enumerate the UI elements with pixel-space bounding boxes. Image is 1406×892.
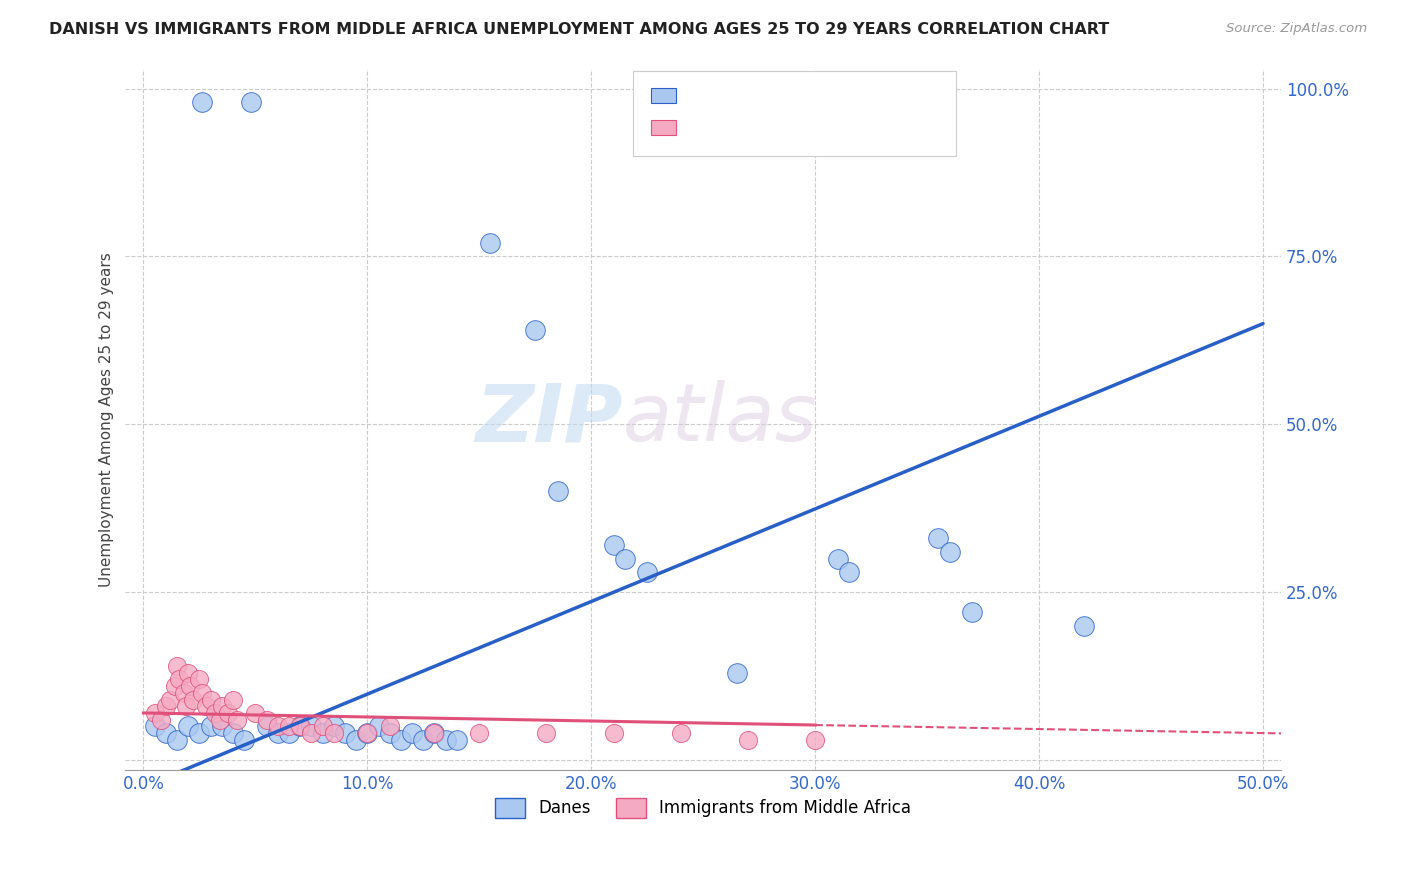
Point bbox=[311, 719, 333, 733]
Point bbox=[938, 545, 960, 559]
Y-axis label: Unemployment Among Ages 25 to 29 years: Unemployment Among Ages 25 to 29 years bbox=[100, 252, 114, 587]
Point bbox=[960, 605, 983, 619]
Point bbox=[200, 719, 222, 733]
Point bbox=[208, 713, 231, 727]
Point bbox=[167, 673, 190, 687]
Point bbox=[547, 484, 569, 499]
Point bbox=[190, 95, 212, 109]
Point bbox=[311, 726, 333, 740]
Point bbox=[278, 726, 301, 740]
Point bbox=[233, 732, 256, 747]
Point bbox=[299, 719, 322, 733]
Point bbox=[299, 726, 322, 740]
Point bbox=[927, 532, 949, 546]
Point bbox=[636, 565, 658, 579]
Point bbox=[412, 732, 434, 747]
Point bbox=[188, 726, 211, 740]
Point bbox=[468, 726, 491, 740]
Point bbox=[155, 726, 177, 740]
Point bbox=[188, 673, 211, 687]
Text: R =  0.396   N = 42: R = 0.396 N = 42 bbox=[688, 87, 849, 104]
Point bbox=[725, 665, 748, 680]
Point bbox=[218, 706, 240, 720]
Point bbox=[401, 726, 423, 740]
Point bbox=[1073, 618, 1095, 632]
Point bbox=[827, 551, 849, 566]
Point bbox=[378, 719, 401, 733]
Point bbox=[256, 719, 278, 733]
Point bbox=[211, 699, 233, 714]
Point bbox=[166, 732, 188, 747]
Point bbox=[602, 538, 624, 552]
Point bbox=[211, 719, 233, 733]
Point bbox=[239, 95, 262, 109]
Point bbox=[434, 732, 457, 747]
Point bbox=[322, 726, 344, 740]
Legend: Danes, Immigrants from Middle Africa: Danes, Immigrants from Middle Africa bbox=[488, 791, 918, 825]
Point bbox=[288, 719, 311, 733]
Point bbox=[143, 719, 166, 733]
Point bbox=[423, 726, 446, 740]
Point bbox=[166, 659, 188, 673]
Point bbox=[737, 732, 759, 747]
Point bbox=[536, 726, 558, 740]
Point bbox=[278, 719, 301, 733]
Point bbox=[613, 551, 636, 566]
Point bbox=[288, 719, 311, 733]
Point bbox=[333, 726, 356, 740]
Point bbox=[177, 665, 200, 680]
Point bbox=[344, 732, 367, 747]
Text: Source: ZipAtlas.com: Source: ZipAtlas.com bbox=[1226, 22, 1367, 36]
Point bbox=[222, 726, 245, 740]
Point bbox=[256, 713, 278, 727]
Point bbox=[226, 713, 249, 727]
Point bbox=[356, 726, 378, 740]
Point bbox=[322, 719, 344, 733]
Point bbox=[524, 323, 547, 337]
Point bbox=[267, 726, 290, 740]
Point bbox=[155, 699, 177, 714]
Point bbox=[423, 726, 446, 740]
Point bbox=[150, 713, 173, 727]
Point bbox=[245, 706, 267, 720]
Point bbox=[177, 719, 200, 733]
Text: R = -0.159   N = 39: R = -0.159 N = 39 bbox=[688, 119, 851, 136]
Point bbox=[174, 699, 197, 714]
Point bbox=[204, 706, 226, 720]
Point bbox=[389, 732, 412, 747]
Point bbox=[367, 719, 389, 733]
Point bbox=[356, 726, 378, 740]
Point bbox=[804, 732, 827, 747]
Point bbox=[267, 719, 290, 733]
Point bbox=[173, 686, 195, 700]
Point bbox=[200, 692, 222, 706]
Text: atlas: atlas bbox=[623, 380, 817, 458]
Point bbox=[179, 679, 201, 693]
Point bbox=[602, 726, 624, 740]
Text: DANISH VS IMMIGRANTS FROM MIDDLE AFRICA UNEMPLOYMENT AMONG AGES 25 TO 29 YEARS C: DANISH VS IMMIGRANTS FROM MIDDLE AFRICA … bbox=[49, 22, 1109, 37]
Point bbox=[181, 692, 204, 706]
Point bbox=[669, 726, 692, 740]
Text: ZIP: ZIP bbox=[475, 380, 623, 458]
Point bbox=[143, 706, 166, 720]
Point bbox=[838, 565, 860, 579]
Point bbox=[378, 726, 401, 740]
Point bbox=[190, 686, 212, 700]
Point bbox=[163, 679, 186, 693]
Point bbox=[446, 732, 468, 747]
Point bbox=[159, 692, 181, 706]
Point bbox=[195, 699, 218, 714]
Point bbox=[479, 235, 502, 250]
Point bbox=[222, 692, 245, 706]
